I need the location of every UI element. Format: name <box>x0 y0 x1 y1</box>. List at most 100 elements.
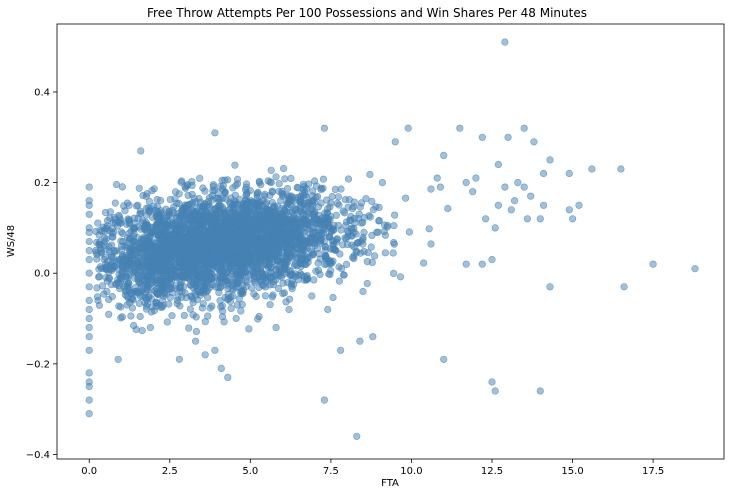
scatter-point <box>491 224 499 232</box>
scatter-point <box>328 192 336 201</box>
scatter-point <box>501 183 509 191</box>
scatter-point <box>277 258 285 266</box>
scatter-point <box>360 247 368 256</box>
scatter-point <box>371 252 379 260</box>
scatter-point <box>335 201 343 209</box>
scatter-point <box>206 304 214 312</box>
scatter-point <box>691 265 699 273</box>
x-tick-label: 7.5 <box>323 466 339 477</box>
scatter-point <box>396 273 405 281</box>
scatter-point <box>204 312 212 320</box>
scatter-point <box>235 213 243 221</box>
scatter-point <box>116 303 125 311</box>
scatter-point <box>333 235 341 243</box>
scatter-point <box>231 161 239 169</box>
scatter-point <box>173 267 181 275</box>
scatter-point <box>390 239 398 247</box>
scatter-point <box>125 271 133 279</box>
scatter-point <box>301 272 309 281</box>
scatter-point <box>319 184 327 192</box>
scatter-point <box>420 259 428 267</box>
scatter-point <box>219 224 227 232</box>
scatter-point <box>349 254 357 262</box>
scatter-point <box>85 396 93 404</box>
scatter-point <box>575 201 583 209</box>
scatter-point <box>217 303 225 311</box>
scatter-point <box>175 221 184 229</box>
scatter-point <box>280 264 289 272</box>
scatter-point <box>157 197 165 205</box>
scatter-point <box>192 313 200 321</box>
scatter-point <box>180 212 188 220</box>
x-axis-ticks: 0.0 2.5 5.0 7.5 10.0 12.5 15.0 17.5 <box>81 459 664 477</box>
scatter-point <box>478 260 486 268</box>
scatter-point <box>307 205 315 213</box>
scatter-point <box>360 228 368 236</box>
scatter-point <box>174 245 182 253</box>
scatter-point <box>286 196 294 204</box>
scatter-point <box>115 211 123 219</box>
scatter-point <box>176 258 184 266</box>
scatter-point <box>362 195 370 203</box>
scatter-point <box>211 214 219 222</box>
scatter-point <box>323 196 331 204</box>
scatter-point <box>390 269 398 278</box>
scatter-point <box>324 305 332 314</box>
scatter-point <box>182 294 190 302</box>
scatter-point <box>205 252 213 260</box>
scatter-point <box>157 210 165 218</box>
scatter-point <box>402 194 410 202</box>
scatter-point <box>620 283 628 291</box>
scatter-point <box>181 183 189 191</box>
scatter-point <box>344 175 353 183</box>
scatter-point <box>153 275 161 283</box>
scatter-point <box>375 203 383 211</box>
scatter-point <box>85 269 93 277</box>
scatter-point <box>268 218 277 227</box>
scatter-point <box>178 177 186 185</box>
scatter-point <box>337 185 345 193</box>
scatter-point <box>241 228 249 236</box>
y-tick-label: −0.2 <box>26 359 50 370</box>
scatter-point <box>258 236 266 244</box>
scatter-point <box>85 283 93 291</box>
scatter-point <box>291 204 299 212</box>
scatter-point <box>138 249 146 257</box>
scatter-point <box>183 234 191 242</box>
scatter-point <box>117 228 125 236</box>
scatter-point <box>85 228 93 236</box>
scatter-point <box>198 244 206 252</box>
scatter-point <box>191 269 199 278</box>
scatter-point <box>112 258 120 266</box>
scatter-point <box>381 249 390 257</box>
scatter-point <box>93 284 101 292</box>
scatter-point <box>211 205 219 213</box>
scatter-point <box>308 292 316 300</box>
scatter-point <box>329 293 337 302</box>
scatter-point <box>246 212 254 220</box>
scatter-point <box>207 223 215 231</box>
scatter-point <box>433 174 441 182</box>
scatter-point <box>288 282 296 290</box>
scatter-point <box>85 333 93 341</box>
scatter-point <box>245 325 253 333</box>
scatter-point <box>268 293 276 301</box>
scatter-point <box>527 192 535 200</box>
scatter-point <box>85 305 93 314</box>
scatter-point <box>109 219 118 227</box>
x-tick-label: 10.0 <box>400 466 422 477</box>
scatter-point <box>232 314 240 323</box>
scatter-point <box>85 256 93 264</box>
scatter-point <box>193 204 201 212</box>
scatter-point <box>440 151 448 159</box>
scatter-point <box>150 307 158 315</box>
scatter-point <box>123 292 131 300</box>
scatter-point <box>100 290 108 298</box>
scatter-point <box>189 284 197 292</box>
scatter-point <box>342 235 350 243</box>
scatter-point <box>324 219 332 227</box>
scatter-point <box>405 228 414 236</box>
scatter-point <box>199 300 207 308</box>
scatter-point <box>345 196 353 204</box>
scatter-point <box>296 258 304 267</box>
